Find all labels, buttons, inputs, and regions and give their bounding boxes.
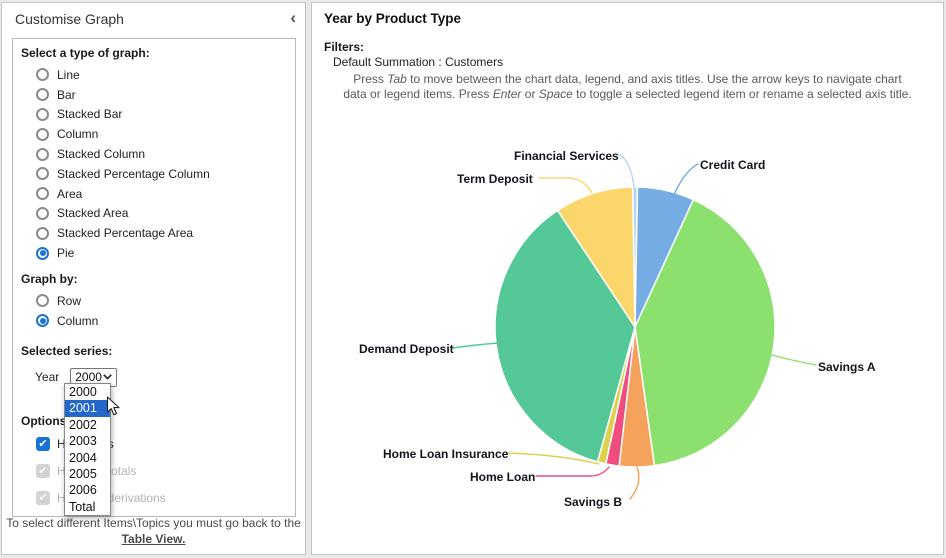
- graph-type-radio-stacked-percentage-area[interactable]: Stacked Percentage Area: [13, 223, 295, 243]
- chart-title: Year by Product Type: [324, 11, 462, 26]
- pie-slice-label-term-deposit: Term Deposit: [457, 172, 533, 186]
- radio-icon: [36, 206, 49, 220]
- radio-icon: [36, 314, 49, 328]
- radio-label: Row: [57, 293, 82, 308]
- graph-by-radio-column[interactable]: Column: [13, 311, 295, 331]
- pie-callout-line: [538, 177, 593, 194]
- pie-slice-savings-a[interactable]: [634, 198, 776, 467]
- panel-footer-note: To select different Items\Topics you mus…: [2, 515, 305, 547]
- radio-icon: [36, 167, 49, 181]
- radio-label: Stacked Column: [57, 147, 146, 162]
- filters-value: Default Summation : Customers: [333, 55, 504, 69]
- graph-type-radio-stacked-column[interactable]: Stacked Column: [13, 144, 295, 164]
- pie-slice-demand-deposit[interactable]: [494, 209, 636, 463]
- pie-callout-line: [671, 163, 699, 200]
- pie-callout-line: [507, 452, 600, 465]
- pie-slice-label-home-loan: Home Loan: [470, 470, 536, 484]
- year-option-total[interactable]: Total: [69, 499, 96, 514]
- checkbox-icon: ✔: [36, 463, 50, 478]
- year-option-2001[interactable]: 2001: [65, 400, 110, 417]
- radio-label: Bar: [57, 87, 76, 102]
- graph-type-radio-area[interactable]: Area: [13, 184, 295, 204]
- options-checkbox-list: ✔Hide totals✔Hide row totals✔Hide row de…: [13, 436, 295, 505]
- radio-label: Line: [57, 67, 80, 82]
- pie-slice-label-savings-a: Savings A: [818, 360, 876, 374]
- graph-by-radio-list: Row Column: [13, 291, 295, 331]
- mouse-cursor-icon: [106, 396, 120, 416]
- year-option-2003[interactable]: 2003: [69, 434, 97, 449]
- radio-icon: [36, 147, 49, 161]
- radio-label: Column: [57, 127, 99, 142]
- graph-type-heading: Select a type of graph:: [21, 46, 150, 60]
- year-option-2004[interactable]: 2004: [69, 450, 97, 465]
- keyboard-instructions: Press Tab to move between the chart data…: [343, 72, 912, 101]
- radio-label: Stacked Percentage Area: [57, 226, 194, 241]
- radio-label: Pie: [57, 246, 75, 261]
- pie-slice-term-deposit[interactable]: [556, 186, 636, 330]
- pie-slice-label-home-loan-insurance: Home Loan Insurance: [383, 447, 509, 461]
- year-option-2005[interactable]: 2005: [69, 466, 97, 481]
- table-view-link[interactable]: Table View.: [121, 532, 186, 546]
- radio-icon: [36, 68, 49, 82]
- graph-type-radio-stacked-area[interactable]: Stacked Area: [13, 204, 295, 224]
- filters-label: Filters:: [324, 40, 365, 54]
- footer-text: To select different Items\Topics you mus…: [6, 516, 301, 530]
- radio-label: Stacked Bar: [57, 107, 123, 122]
- year-select-row: Year 2000: [35, 367, 295, 387]
- radio-icon: [36, 107, 49, 121]
- pie-callout-line: [452, 342, 499, 349]
- graph-type-radio-list: Line Bar Stacked Bar Column Stacked Column St…: [13, 65, 295, 263]
- radio-icon: [36, 246, 49, 260]
- pie-slice-label-savings-b: Savings B: [564, 495, 623, 509]
- graph-by-radio-row[interactable]: Row: [13, 291, 295, 311]
- year-label: Year: [35, 370, 60, 385]
- radio-icon: [36, 88, 49, 102]
- pie-slice-label-demand-deposit: Demand Deposit: [359, 342, 454, 356]
- radio-icon: [36, 226, 49, 240]
- graph-type-radio-column[interactable]: Column: [13, 124, 295, 144]
- pie-callout-line: [617, 153, 635, 188]
- graph-type-radio-bar[interactable]: Bar: [13, 85, 295, 105]
- pie-callout-line: [771, 354, 817, 366]
- graph-type-radio-stacked-percentage-column[interactable]: Stacked Percentage Column: [13, 164, 295, 184]
- pie-chart: [452, 153, 817, 500]
- checkbox-icon: ✔: [36, 490, 50, 505]
- pie-slice-label-credit-card: Credit Card: [700, 158, 766, 172]
- chevron-down-icon: [103, 374, 113, 380]
- selected-series-heading: Selected series:: [21, 343, 113, 358]
- radio-label: Stacked Area: [57, 206, 129, 221]
- graph-by-heading: Graph by:: [21, 271, 78, 286]
- year-option-2002[interactable]: 2002: [69, 417, 97, 432]
- radio-icon: [36, 187, 49, 201]
- pie-slice-label-financial-services: Financial Services: [514, 149, 619, 163]
- pie-callout-line: [629, 466, 640, 500]
- radio-label: Stacked Percentage Column: [57, 166, 210, 181]
- year-option-2000[interactable]: 2000: [69, 385, 97, 399]
- graph-type-radio-pie[interactable]: Pie: [13, 243, 295, 263]
- collapse-panel-chevron-left-icon[interactable]: ‹: [290, 8, 296, 27]
- radio-label: Area: [57, 186, 83, 201]
- year-option-2006[interactable]: 2006: [69, 483, 97, 498]
- panel-title: Customise Graph: [15, 11, 124, 27]
- panel-header: Customise Graph ‹: [2, 3, 305, 35]
- pie-callout-line: [535, 466, 610, 477]
- options-heading: Options:: [21, 413, 71, 428]
- radio-icon: [36, 294, 49, 308]
- graph-view-panel: Year by Product Type Filters: Default Su…: [311, 2, 944, 555]
- customise-graph-panel: Customise Graph ‹ Select a type of graph…: [1, 2, 306, 555]
- year-dropdown-list: 2000 2001 2002 2003 2004 2005 2006 Total: [64, 383, 111, 517]
- checkbox-icon: ✔: [36, 436, 50, 451]
- radio-label: Column: [57, 313, 99, 328]
- radio-icon: [36, 127, 49, 141]
- graph-settings-group: Select a type of graph: Line Bar Stacked B…: [12, 38, 296, 517]
- graph-type-radio-line[interactable]: Line: [13, 65, 295, 85]
- graph-type-radio-stacked-bar[interactable]: Stacked Bar: [13, 105, 295, 125]
- year-select-value: 2000: [75, 370, 102, 385]
